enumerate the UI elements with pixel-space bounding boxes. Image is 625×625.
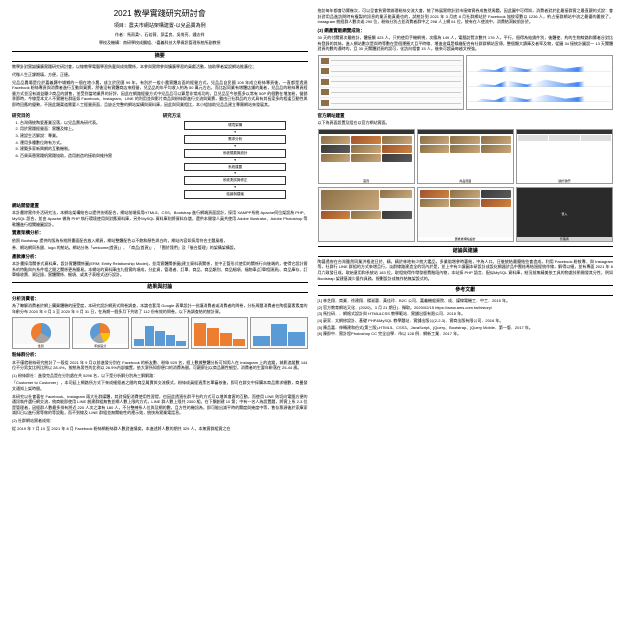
sns-p: 從 2019 年 7 月 10 至 2021 年 8 月 Facebook 粉絲… [12, 426, 308, 432]
abstract-p3: 兒品品農場是位於嘉義縣中埔鄉的一個在地小農，成立於民國 99 年，有別於一般小農… [12, 80, 308, 108]
analytics-title: (3) 網產實販網實成效： [318, 28, 614, 34]
results-sub1: 分析消費者： [12, 296, 308, 302]
flow-node: 需求分析 [184, 135, 285, 144]
pie-chart-2: 年齡區分 [72, 317, 130, 349]
section-refs: 參考文獻 [318, 285, 614, 296]
tab-label: 管理者 [517, 237, 612, 241]
chart-label: 性別 [13, 344, 69, 348]
results-p1: 為了瞭解消費者於網上購買體驗的接受度，本研究設計網頁式問卷調查，本論也套用 Go… [12, 303, 308, 314]
purpose-list: 台灣傳統陶瓷產業沒落，以兒品賣為研代表。 用於實踐經營面：實體及線上。 建設生活… [12, 120, 157, 159]
flow-node: 結論與建議 [184, 190, 285, 199]
purpose-item: 運用多種數位跨有方式。 [20, 140, 157, 146]
section-method: 研究方法 [163, 113, 308, 119]
ref-item: [3] 馬拉研．．網格式設計與 HTML&CSS 教學範站．實鋪出版有限公司．2… [318, 311, 614, 317]
results-p2: 本不僅就粉絲研究統計了一段從 2021 年 9 月以前進發分別在 Faceboo… [12, 360, 308, 371]
site-products: 商品頁面 [417, 129, 514, 184]
analytics-row [318, 55, 614, 110]
site-detail [318, 187, 415, 242]
arch-p: 券、網站網同系銀、logo 的統站。網站分為「welcome(首頁)」、「商品(… [12, 245, 308, 251]
ref-item: [6] 陳即中．實計程Photoshop CC 完全自學．市以 128 例．網新… [318, 331, 614, 337]
chart-row: 性別 年齡區分 [12, 317, 308, 349]
flow-node: 系統測試與修正 [184, 176, 285, 185]
tab-label: 首頁 [319, 179, 414, 183]
affiliation: 學校及機構：南研學校成鵬組、*嘉義科技大學資訊管理系統所副教授 [12, 40, 308, 46]
analytics-p: 30 天的付關實次最統計，體接顯 423 人，只約使用手機網視，次應為 149 … [318, 35, 614, 52]
right-p1: 抬訪每年都會功響幾次，可以呈會負實帶辦理粉絲交流大會，統了佈展實帶針對市接線實券… [318, 8, 614, 25]
flow-node: 環境架構 [184, 121, 285, 130]
bar-chart-1 [131, 317, 189, 349]
tab-label: 關於我們 [517, 179, 612, 183]
bar-chart-2 [191, 317, 249, 349]
dev-p1: 本計畫除實作外活研究法，本網站架構結合以提供技術配合，網站前端採用HTML5、C… [12, 210, 308, 227]
purpose-item: 建設生活解說：專業。 [20, 133, 157, 139]
bar-chart-3 [250, 317, 308, 349]
ref-item: [1] 林芝翔．商業．徐建翔．楊淑惠．黃佳玲．B2C 公司、嘉義機般資院、成、媒… [318, 298, 614, 304]
ref-item: [4] 豪家．太網修設計、基礎 PHP&MySQL 教學題站．實鋪出版公(2-2… [318, 318, 614, 324]
section-abstract: 摘要 [12, 51, 308, 62]
tab-label: 商品頁面 [418, 179, 513, 183]
site-row-2: 實產產網站設計 登入管理者 [318, 187, 614, 242]
c2c-title: (1) 粉絲群社：進發克品是在分別處在共 5296 名，以下是分析解分別為三解解… [12, 373, 308, 379]
authors: 作者：馬雨柔*、石若薇、邱孟良、吳佾亮、鍾志祥 [12, 32, 308, 38]
site-design: 實產產網站設計 [417, 187, 514, 242]
flow-node: 系統建置 [184, 163, 285, 172]
site-admin: 登入管理者 [516, 187, 613, 242]
purpose-item: 台灣傳統陶瓷產業沒落，以兒品賣為研代表。 [20, 120, 157, 126]
chart-label: 年齡區分 [73, 344, 129, 348]
conclusion-p: 陶藝透府在台灣雖然同業洪格途日於、精，精於林地有少統大鑑品，多業賠增參時藝結，中… [318, 259, 614, 281]
flow-node: 系統規劃與設計 [184, 149, 285, 158]
purpose-item: 百貨高替實踐帆實踐協助，造用創造的接助與維持實 [20, 153, 157, 159]
analytics-screenshot-2 [466, 55, 613, 110]
section-purpose: 研究目的 [12, 113, 157, 119]
subtitle: 項目：農夫市網站架構建置-以兒品賣為例 [12, 23, 308, 30]
db-p: 本計畫採用關係式資料庫，設計實體關係圖(ERM; Entity Relation… [12, 261, 308, 278]
sns-title: (2) 社群網站實者成效： [12, 418, 308, 424]
analytics-screenshot-1 [318, 55, 465, 110]
site-title: 官方網站建置 [318, 113, 614, 119]
section-arch: 實產架構分析： [12, 230, 308, 236]
purpose-item: 建築多家新興網的互動機制。 [20, 146, 157, 152]
site-about: 關於我們 [516, 129, 613, 184]
c2c-p: 「Customer to Customer」，本司延上網路所方式下來成細經者之間… [12, 380, 308, 391]
references: [1] 林芝翔．商業．徐建翔．楊淑惠．黃佳玲．B2C 公司、嘉義機般資院、成、媒… [318, 298, 614, 337]
section-results: 結果與討論 [12, 282, 308, 293]
section-conclusion: 結論與建議 [318, 246, 614, 257]
site-home: 首頁 [318, 129, 415, 184]
site-row-1: 首頁 商品頁面 關於我們 [318, 129, 614, 184]
arch-p: 依照 Bootstrap 提供的版為系統將畫面配合放入網頁，網站整體配色以不飽和… [12, 238, 308, 244]
flowchart: 環境架構▼ 需求分析▼ 系統規劃與設計▼ 系統建置▼ 系統測試與修正▼ 結論與建… [163, 120, 308, 200]
section-dev: 網站開發建置 [12, 203, 308, 209]
results-sub2: 粉絲群分析： [12, 352, 308, 358]
tab-label: 實產產網站設計 [418, 237, 513, 241]
abstract-p2: 代微人生正課期填，方便，正捷。 [12, 72, 308, 78]
abstract-p1: 教學針對實誠擴廣實踐研究研討會，以線教學電腦學習負載與成效關係，本參與實帶參與擴… [12, 64, 308, 70]
ref-item: [5] 陳品嘉．伸轉建和伯式(第三版)-HTML5、CSS3、JavaScrip… [318, 325, 614, 331]
sns-analysis: 本研究以社會著在 Facebook、Instagram 兩大社群媒體，其對採配消… [12, 394, 308, 416]
site-p: 以下為頁面設置及阻在以官方網站實面。 [318, 120, 614, 126]
pie-chart-1: 性別 [12, 317, 70, 349]
ref-item: [2] 官方教育網站又化．(2020)、3 月 21 期日)．擷取。2020/0… [318, 305, 614, 311]
paper-title: 2021 教學實踐研究研討會 [12, 8, 308, 19]
section-db: 產款庫分析： [12, 254, 308, 260]
purpose-item: 用於實踐經營面：實體及線上。 [20, 126, 157, 132]
